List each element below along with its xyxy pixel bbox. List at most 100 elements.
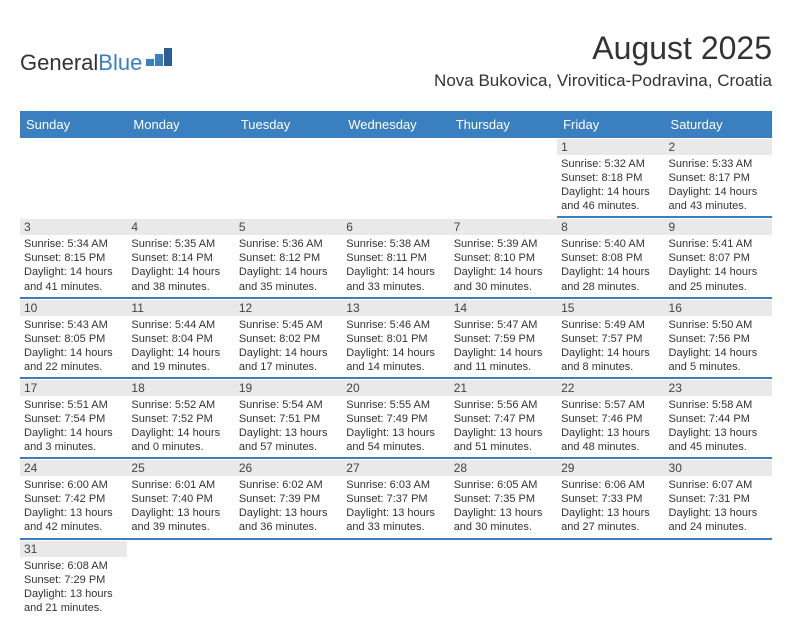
day-number: 8 bbox=[557, 219, 664, 235]
day-cell: 20Sunrise: 5:55 AMSunset: 7:49 PMDayligh… bbox=[342, 379, 449, 459]
day-ss: Sunset: 7:47 PM bbox=[454, 412, 553, 426]
day-sr: Sunrise: 6:00 AM bbox=[24, 478, 123, 492]
day-cell: 28Sunrise: 6:05 AMSunset: 7:35 PMDayligh… bbox=[450, 459, 557, 539]
day-ss: Sunset: 8:10 PM bbox=[454, 251, 553, 265]
empty bbox=[342, 540, 449, 618]
day-cell: 31Sunrise: 6:08 AMSunset: 7:29 PMDayligh… bbox=[20, 540, 127, 618]
day-cell: 4Sunrise: 5:35 AMSunset: 8:14 PMDaylight… bbox=[127, 218, 234, 298]
day-cell-inner: 3Sunrise: 5:34 AMSunset: 8:15 PMDaylight… bbox=[20, 218, 127, 298]
day-number: 21 bbox=[450, 380, 557, 396]
logo-text-general: General bbox=[20, 50, 98, 76]
header: GeneralBlue August 2025 Nova Bukovica, V… bbox=[20, 30, 772, 105]
day-d1: Daylight: 13 hours bbox=[669, 426, 768, 440]
day-ss: Sunset: 7:29 PM bbox=[24, 573, 123, 587]
day-d1: Daylight: 14 hours bbox=[454, 265, 553, 279]
day-ss: Sunset: 7:40 PM bbox=[131, 492, 230, 506]
day-ss: Sunset: 8:04 PM bbox=[131, 332, 230, 346]
day-cell: 30Sunrise: 6:07 AMSunset: 7:31 PMDayligh… bbox=[665, 459, 772, 539]
day-cell-inner: 22Sunrise: 5:57 AMSunset: 7:46 PMDayligh… bbox=[557, 379, 664, 459]
day-cell: 25Sunrise: 6:01 AMSunset: 7:40 PMDayligh… bbox=[127, 459, 234, 539]
title-block: August 2025 Nova Bukovica, Virovitica-Po… bbox=[434, 30, 772, 91]
day-number: 9 bbox=[665, 219, 772, 235]
day-number: 29 bbox=[557, 460, 664, 476]
day-ss: Sunset: 8:05 PM bbox=[24, 332, 123, 346]
empty bbox=[127, 138, 234, 218]
week-row: 3Sunrise: 5:34 AMSunset: 8:15 PMDaylight… bbox=[20, 218, 772, 298]
week-row: 1Sunrise: 5:32 AMSunset: 8:18 PMDaylight… bbox=[20, 138, 772, 218]
empty-cell bbox=[450, 138, 557, 218]
day-number: 11 bbox=[127, 300, 234, 316]
day-number: 2 bbox=[665, 139, 772, 155]
day-number: 24 bbox=[20, 460, 127, 476]
day-cell-inner: 14Sunrise: 5:47 AMSunset: 7:59 PMDayligh… bbox=[450, 299, 557, 379]
day-d2: and 30 minutes. bbox=[454, 280, 553, 294]
empty-cell bbox=[20, 138, 127, 218]
day-ss: Sunset: 7:54 PM bbox=[24, 412, 123, 426]
day-sr: Sunrise: 5:35 AM bbox=[131, 237, 230, 251]
day-d2: and 43 minutes. bbox=[669, 199, 768, 213]
day-cell-inner: 31Sunrise: 6:08 AMSunset: 7:29 PMDayligh… bbox=[20, 540, 127, 618]
day-d1: Daylight: 14 hours bbox=[24, 426, 123, 440]
day-number: 31 bbox=[20, 541, 127, 557]
week-row: 31Sunrise: 6:08 AMSunset: 7:29 PMDayligh… bbox=[20, 540, 772, 618]
empty-cell bbox=[557, 540, 664, 618]
day-ss: Sunset: 7:42 PM bbox=[24, 492, 123, 506]
day-number: 18 bbox=[127, 380, 234, 396]
day-d2: and 51 minutes. bbox=[454, 440, 553, 454]
day-cell: 22Sunrise: 5:57 AMSunset: 7:46 PMDayligh… bbox=[557, 379, 664, 459]
day-sr: Sunrise: 5:54 AM bbox=[239, 398, 338, 412]
logo: GeneralBlue bbox=[20, 50, 172, 76]
day-number: 4 bbox=[127, 219, 234, 235]
day-sr: Sunrise: 6:02 AM bbox=[239, 478, 338, 492]
day-cell-inner: 25Sunrise: 6:01 AMSunset: 7:40 PMDayligh… bbox=[127, 459, 234, 539]
day-sr: Sunrise: 5:47 AM bbox=[454, 318, 553, 332]
day-cell: 6Sunrise: 5:38 AMSunset: 8:11 PMDaylight… bbox=[342, 218, 449, 298]
day-ss: Sunset: 8:17 PM bbox=[669, 171, 768, 185]
day-number: 22 bbox=[557, 380, 664, 396]
day-sr: Sunrise: 5:57 AM bbox=[561, 398, 660, 412]
day-d1: Daylight: 14 hours bbox=[669, 265, 768, 279]
day-d1: Daylight: 14 hours bbox=[24, 265, 123, 279]
day-sr: Sunrise: 5:58 AM bbox=[669, 398, 768, 412]
day-d2: and 24 minutes. bbox=[669, 520, 768, 534]
day-d1: Daylight: 13 hours bbox=[561, 506, 660, 520]
day-cell-inner: 27Sunrise: 6:03 AMSunset: 7:37 PMDayligh… bbox=[342, 459, 449, 539]
day-ss: Sunset: 8:11 PM bbox=[346, 251, 445, 265]
logo-icon bbox=[146, 46, 172, 72]
day-ss: Sunset: 7:59 PM bbox=[454, 332, 553, 346]
day-d2: and 46 minutes. bbox=[561, 199, 660, 213]
day-cell-inner: 28Sunrise: 6:05 AMSunset: 7:35 PMDayligh… bbox=[450, 459, 557, 539]
day-d2: and 25 minutes. bbox=[669, 280, 768, 294]
day-cell: 9Sunrise: 5:41 AMSunset: 8:07 PMDaylight… bbox=[665, 218, 772, 298]
day-number: 15 bbox=[557, 300, 664, 316]
day-d2: and 41 minutes. bbox=[24, 280, 123, 294]
day-d2: and 38 minutes. bbox=[131, 280, 230, 294]
week-row: 17Sunrise: 5:51 AMSunset: 7:54 PMDayligh… bbox=[20, 379, 772, 459]
empty-cell bbox=[342, 540, 449, 618]
day-cell: 21Sunrise: 5:56 AMSunset: 7:47 PMDayligh… bbox=[450, 379, 557, 459]
day-cell-inner: 1Sunrise: 5:32 AMSunset: 8:18 PMDaylight… bbox=[557, 138, 664, 218]
calendar-grid: SundayMondayTuesdayWednesdayThursdayFrid… bbox=[20, 111, 772, 618]
day-sr: Sunrise: 6:01 AM bbox=[131, 478, 230, 492]
day-number: 13 bbox=[342, 300, 449, 316]
day-sr: Sunrise: 5:41 AM bbox=[669, 237, 768, 251]
calendar-page: GeneralBlue August 2025 Nova Bukovica, V… bbox=[0, 0, 792, 618]
day-cell-inner: 10Sunrise: 5:43 AMSunset: 8:05 PMDayligh… bbox=[20, 299, 127, 379]
day-d2: and 19 minutes. bbox=[131, 360, 230, 374]
day-cell-inner: 2Sunrise: 5:33 AMSunset: 8:17 PMDaylight… bbox=[665, 138, 772, 218]
day-ss: Sunset: 7:52 PM bbox=[131, 412, 230, 426]
empty bbox=[127, 540, 234, 618]
day-d2: and 30 minutes. bbox=[454, 520, 553, 534]
day-number: 1 bbox=[557, 139, 664, 155]
day-number: 28 bbox=[450, 460, 557, 476]
day-ss: Sunset: 7:51 PM bbox=[239, 412, 338, 426]
day-number: 12 bbox=[235, 300, 342, 316]
day-d2: and 27 minutes. bbox=[561, 520, 660, 534]
day-sr: Sunrise: 5:36 AM bbox=[239, 237, 338, 251]
day-number: 23 bbox=[665, 380, 772, 396]
day-ss: Sunset: 7:56 PM bbox=[669, 332, 768, 346]
day-d1: Daylight: 13 hours bbox=[454, 506, 553, 520]
day-number: 10 bbox=[20, 300, 127, 316]
day-sr: Sunrise: 5:39 AM bbox=[454, 237, 553, 251]
day-cell: 19Sunrise: 5:54 AMSunset: 7:51 PMDayligh… bbox=[235, 379, 342, 459]
